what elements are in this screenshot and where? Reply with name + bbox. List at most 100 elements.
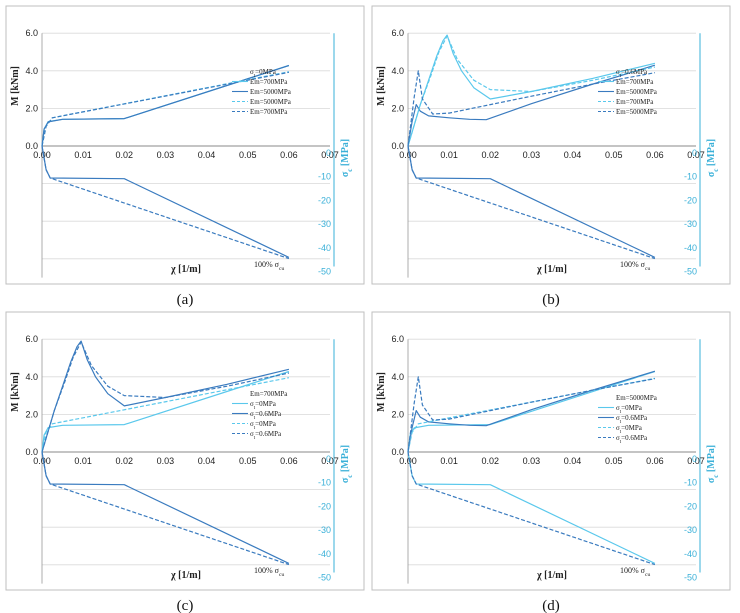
series-line-moment-0 — [41, 370, 290, 453]
x-tick-label: 0.01 — [74, 456, 92, 466]
series-line-stress-5 — [407, 145, 656, 260]
x-tick-label: 0.02 — [482, 150, 500, 160]
y-tick-label: 2.0 — [25, 103, 38, 113]
x-tick-label: 0.02 — [116, 150, 134, 160]
y-tick-label: 2.0 — [391, 409, 404, 419]
y2-tick-label: -10 — [684, 172, 697, 182]
x-tick-label: 0.00 — [33, 456, 51, 466]
legend-entry: σt=0.6MPa — [250, 430, 282, 441]
y-tick-label: 2.0 — [391, 103, 404, 113]
x-tick-label: 0.00 — [399, 150, 417, 160]
y2-tick-label: -50 — [318, 573, 331, 583]
legend: Em=5000MPaσt=0MPaσt=0.6MPaσt=0MPaσt=0.6M… — [598, 394, 658, 445]
y2-tick-label: -30 — [684, 525, 697, 535]
y2-tick-label: -10 — [318, 478, 331, 488]
x-tick-label: 0.03 — [157, 150, 175, 160]
legend-entry: σt=0MPa — [250, 400, 277, 411]
y2-tick-label: -20 — [684, 501, 697, 511]
y-tick-label: 4.0 — [25, 372, 38, 382]
x-axis-title: χ [1/m] — [536, 570, 567, 581]
x-tick-label: 0.06 — [280, 150, 298, 160]
y-tick-label: 4.0 — [391, 372, 404, 382]
x-tick-label: 0.00 — [399, 456, 417, 466]
y-axis-title: M [kNm] — [376, 66, 387, 106]
y-tick-label: 6.0 — [391, 28, 404, 38]
x-axis-title: χ [1/m] — [170, 570, 201, 581]
y2-tick-label: -40 — [684, 243, 697, 253]
x-tick-label: 0.03 — [157, 456, 175, 466]
chart-panel-c: 6.0 4.0 2.0 0.00.00 0.01 0.02 0.03 0.04 0.05 0.06… — [5, 311, 365, 591]
x-tick-label: 0.01 — [74, 150, 92, 160]
annotation-sigma-cu: 100% σcu — [620, 260, 650, 272]
y2-tick-label: 0 — [326, 148, 331, 158]
y2-tick-label: -40 — [684, 549, 697, 559]
x-tick-label: 0.07 — [321, 456, 339, 466]
y2-axis-title: σc [MPa] — [340, 445, 354, 483]
series-line-stress-5 — [41, 451, 290, 566]
series-line-stress-5 — [407, 451, 656, 566]
y2-tick-label: -30 — [318, 525, 331, 535]
x-tick-label: 0.01 — [440, 150, 458, 160]
legend-entry: Em=5000MPa — [616, 88, 658, 96]
legend: σt=0.6MPaEm=700MPaEm=5000MPaEm=700MPaEm=… — [598, 68, 658, 116]
y-tick-label: 0.0 — [391, 141, 404, 151]
legend-entry: σt=0MPa — [250, 420, 277, 431]
legend-title: Em=5000MPa — [616, 394, 658, 402]
legend-entry: σt=0MPa — [616, 404, 643, 415]
legend-entry: Em=5000MPa — [250, 88, 292, 96]
series-line-moment-1 — [407, 370, 656, 453]
y2-tick-label: -10 — [684, 478, 697, 488]
x-tick-label: 0.05 — [605, 150, 623, 160]
chart-panel-a: 6.0 4.0 2.0 0.00.00 0.01 0.02 0.03 0.04 0.05 0.06… — [5, 5, 365, 285]
y-axis-title: M [kNm] — [10, 372, 21, 412]
y-tick-label: 6.0 — [391, 334, 404, 344]
y2-axis-title: σc [MPa] — [340, 139, 354, 177]
y2-tick-label: -20 — [684, 195, 697, 205]
series-line-moment-3 — [407, 376, 656, 453]
legend-entry: Em=700MPa — [250, 78, 288, 86]
x-tick-label: 0.06 — [646, 150, 664, 160]
legend-entry: Em=5000MPa — [616, 108, 658, 116]
legend-title: σt=0.6MPa — [616, 68, 648, 79]
x-tick-label: 0.02 — [116, 456, 134, 466]
x-tick-label: 0.03 — [523, 150, 541, 160]
legend-title: σt=0MPa — [250, 68, 277, 79]
x-tick-label: 0.04 — [198, 150, 216, 160]
y2-tick-label: -50 — [684, 573, 697, 583]
panel-caption-d: (d) — [542, 598, 560, 613]
y-tick-label: 2.0 — [25, 409, 38, 419]
x-axis-title: χ [1/m] — [170, 264, 201, 275]
series-line-moment-1 — [41, 64, 290, 147]
series-line-moment-3 — [41, 341, 290, 453]
y2-tick-label: -10 — [318, 172, 331, 182]
chart-panel-b: 6.0 4.0 2.0 0.00.00 0.01 0.02 0.03 0.04 0.05 0.06… — [371, 5, 731, 285]
x-tick-label: 0.02 — [482, 456, 500, 466]
x-tick-label: 0.03 — [523, 456, 541, 466]
annotation-sigma-cu: 100% σcu — [620, 566, 650, 578]
y-tick-label: 4.0 — [25, 66, 38, 76]
y-tick-label: 6.0 — [25, 334, 38, 344]
y2-tick-label: -40 — [318, 243, 331, 253]
panel-frame — [5, 5, 365, 285]
legend-entry: σt=0.6MPa — [616, 414, 648, 425]
x-tick-label: 0.00 — [33, 150, 51, 160]
y2-tick-label: -50 — [684, 267, 697, 277]
legend-entry: σt=0MPa — [616, 424, 643, 435]
x-tick-label: 0.06 — [646, 456, 664, 466]
y2-tick-label: -30 — [318, 219, 331, 229]
y-tick-label: 0.0 — [25, 141, 38, 151]
panel-frame — [5, 311, 365, 591]
x-tick-label: 0.04 — [564, 456, 582, 466]
legend-entry: Em=5000MPa — [250, 98, 292, 106]
y2-tick-label: -50 — [318, 267, 331, 277]
y2-tick-label: 0 — [692, 148, 697, 158]
x-axis-title: χ [1/m] — [536, 264, 567, 275]
x-tick-label: 0.07 — [687, 150, 705, 160]
y2-tick-label: -20 — [318, 501, 331, 511]
y2-axis-title: σc [MPa] — [706, 445, 720, 483]
x-tick-label: 0.06 — [280, 456, 298, 466]
legend-entry: Em=700MPa — [616, 98, 654, 106]
y-axis-title: M [kNm] — [10, 66, 21, 106]
x-tick-label: 0.07 — [321, 150, 339, 160]
x-tick-label: 0.07 — [687, 456, 705, 466]
